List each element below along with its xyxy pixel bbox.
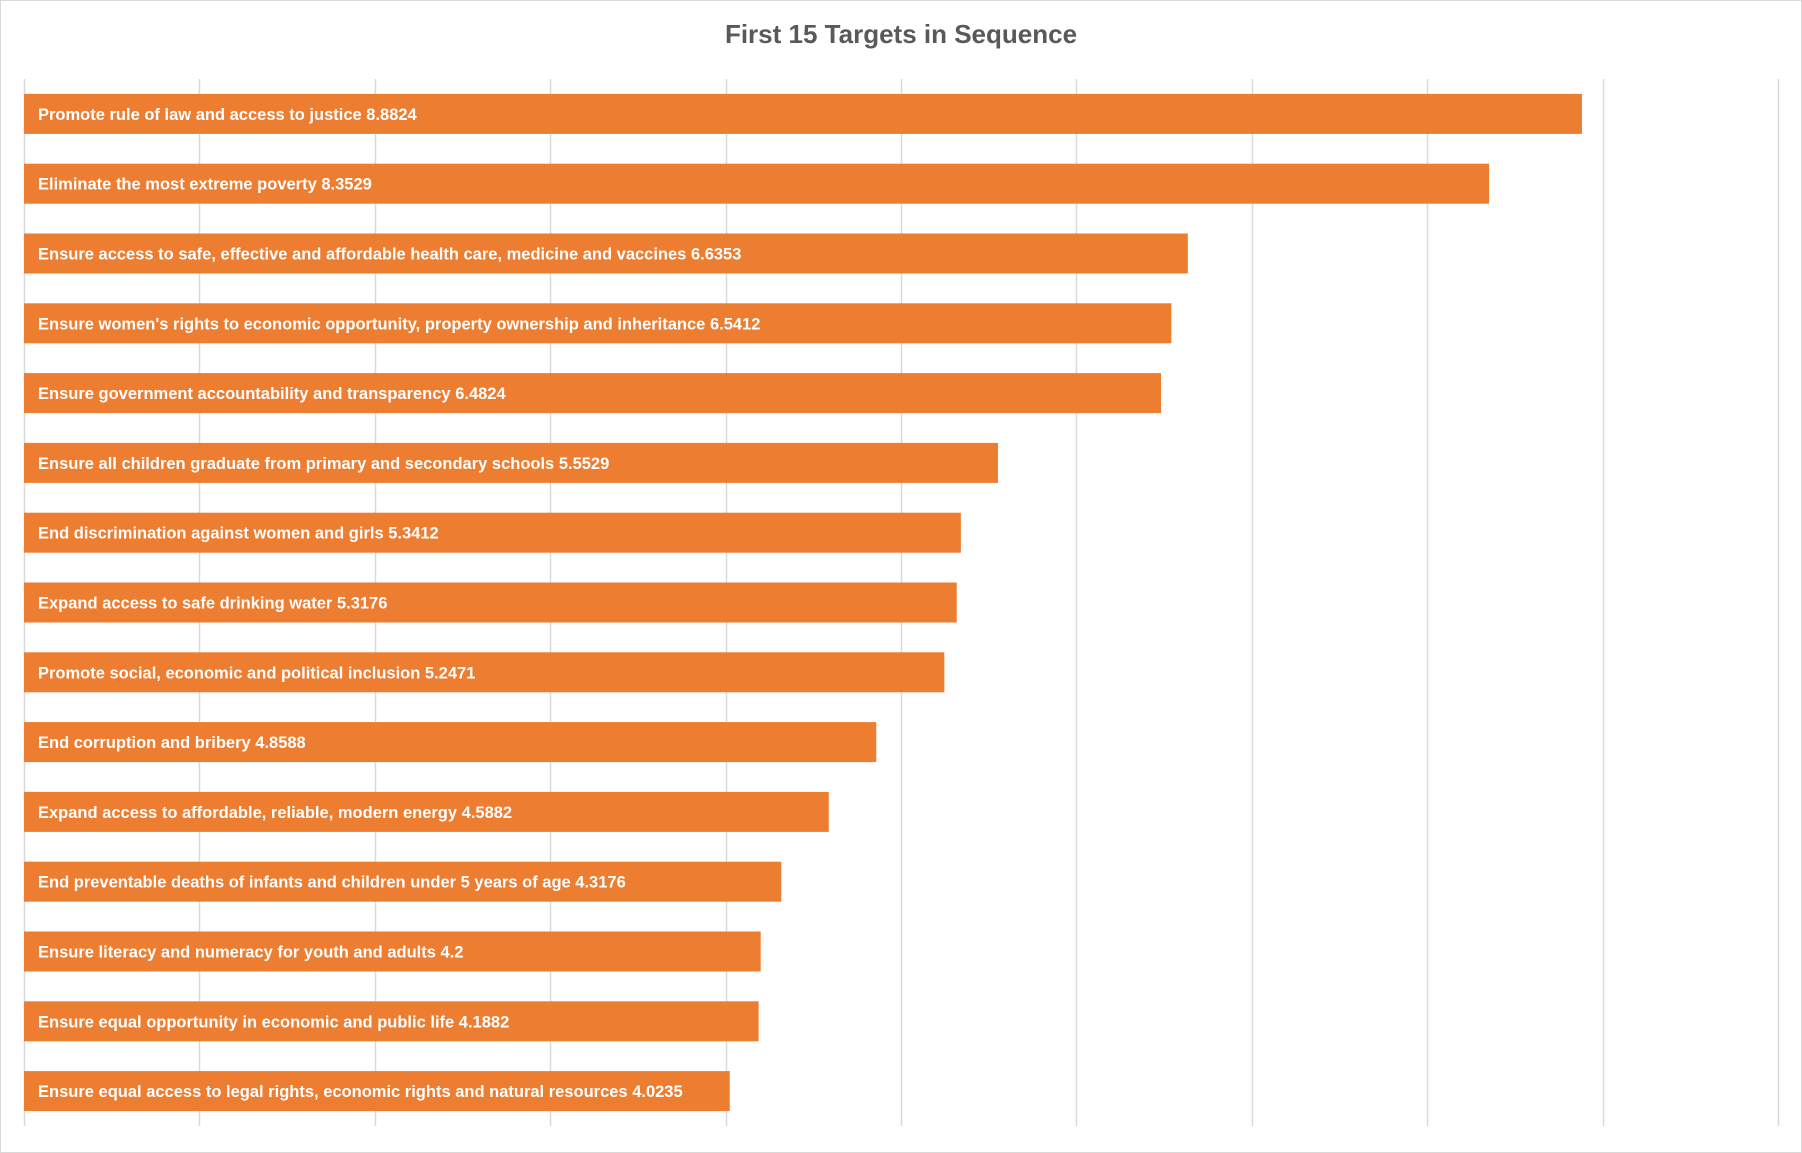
bar-data-label: Ensure women's rights to economic opport… bbox=[38, 315, 760, 333]
bar-data-label: Ensure all children graduate from primar… bbox=[38, 455, 609, 473]
bar-data-label: End preventable deaths of infants and ch… bbox=[38, 874, 626, 892]
bar bbox=[24, 582, 957, 623]
bar bbox=[24, 303, 1172, 344]
bar bbox=[24, 931, 761, 972]
bar-data-label: Ensure access to safe, effective and aff… bbox=[38, 246, 741, 264]
bar bbox=[24, 1001, 759, 1042]
bar bbox=[24, 722, 877, 763]
chart-title: First 15 Targets in Sequence bbox=[724, 19, 1078, 49]
bar-data-label: Ensure government accountability and tra… bbox=[38, 385, 506, 403]
bar-data-label: Promote social, economic and political i… bbox=[38, 664, 475, 682]
bar bbox=[24, 512, 961, 553]
bar-data-label: Ensure equal access to legal rights, eco… bbox=[38, 1083, 683, 1101]
bar-data-label: Ensure equal opportunity in economic and… bbox=[38, 1013, 509, 1031]
bars: Promote rule of law and access to justic… bbox=[24, 93, 1582, 1112]
bar bbox=[24, 233, 1188, 274]
bar-data-label: End corruption and bribery 4.8588 bbox=[38, 734, 306, 752]
bar-data-label: Promote rule of law and access to justic… bbox=[38, 106, 418, 124]
bar bbox=[24, 652, 945, 693]
bar-data-label: Expand access to affordable, reliable, m… bbox=[38, 804, 512, 822]
bar bbox=[24, 442, 998, 483]
bar-data-label: End discrimination against women and gir… bbox=[38, 525, 439, 543]
bar-data-label: Expand access to safe drinking water 5.3… bbox=[38, 595, 387, 613]
bar-data-label: Eliminate the most extreme poverty 8.352… bbox=[38, 176, 372, 194]
bar bbox=[24, 163, 1490, 204]
bar bbox=[24, 791, 829, 832]
bar bbox=[24, 93, 1582, 134]
bar bbox=[24, 1071, 730, 1112]
bar bbox=[24, 373, 1162, 414]
bar bbox=[24, 861, 782, 902]
bar-data-label: Ensure literacy and numeracy for youth a… bbox=[38, 944, 463, 962]
